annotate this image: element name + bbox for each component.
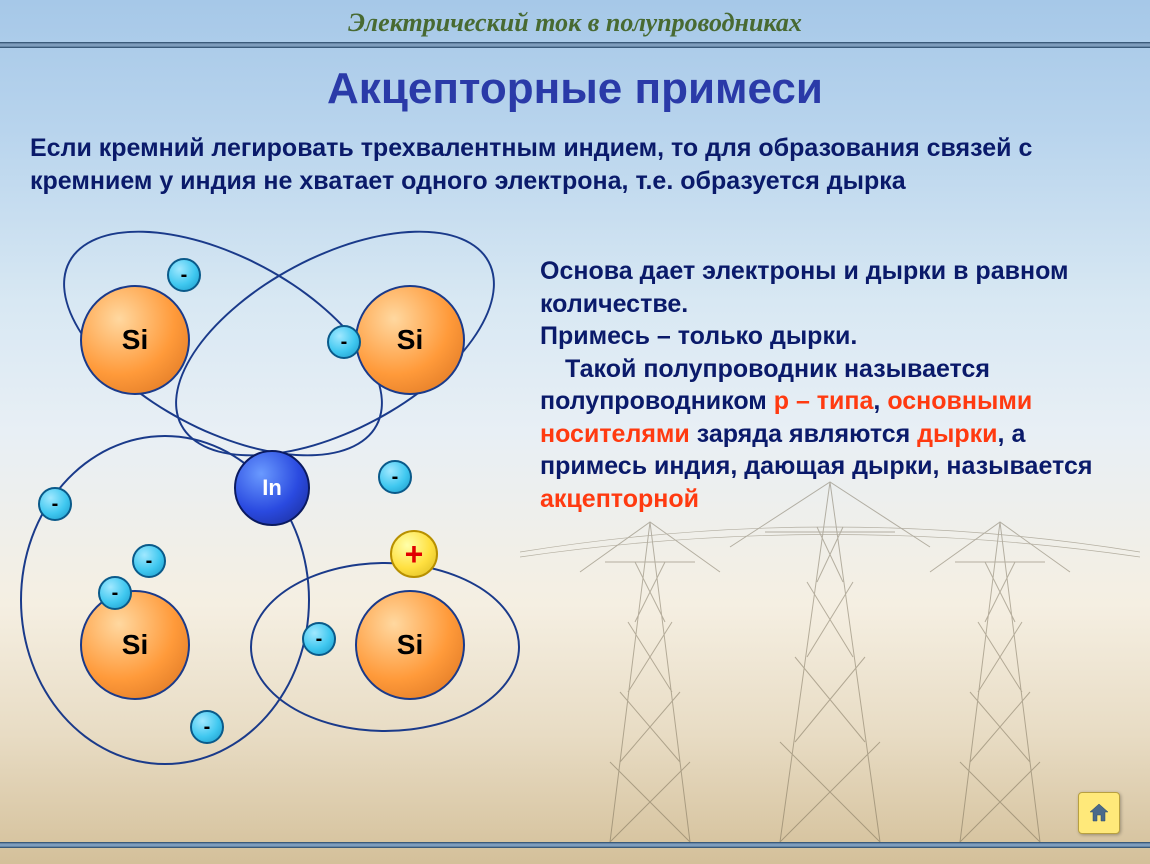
side-seg-e: заряда являются [690, 420, 917, 448]
hole: + [390, 530, 438, 578]
electron: - [132, 544, 166, 578]
home-button[interactable] [1078, 792, 1120, 834]
electron: - [167, 258, 201, 292]
si-atom: Si [355, 590, 465, 700]
electron: - [98, 576, 132, 610]
side-seg-h: акцепторной [540, 485, 699, 513]
si-atom: Si [80, 590, 190, 700]
electron: - [302, 622, 336, 656]
home-icon [1087, 801, 1111, 825]
side-seg-b: p – типа [774, 387, 874, 415]
side-paragraph: Основа дает электроны и дырки в равном к… [540, 255, 1115, 515]
side-line1: Основа дает электроны и дырки в равном к… [540, 257, 1069, 318]
page-title: Акцепторные примеси [0, 64, 1150, 114]
background-towers [520, 462, 1140, 842]
in-atom: In [234, 450, 310, 526]
divider-bottom [0, 842, 1150, 848]
atom-diagram: SiSiSiSiIn--------+ [20, 260, 540, 760]
side-seg-f: дырки [917, 420, 997, 448]
electron: - [190, 710, 224, 744]
side-seg-c: , [873, 387, 887, 415]
si-atom: Si [355, 285, 465, 395]
electron: - [327, 325, 361, 359]
divider-top [0, 42, 1150, 48]
side-line2: Примесь – только дырки. [540, 322, 857, 350]
electron: - [378, 460, 412, 494]
intro-paragraph: Если кремний легировать трехвалентным ин… [30, 132, 1120, 197]
electron: - [38, 487, 72, 521]
si-atom: Si [80, 285, 190, 395]
slide-page: Электрический ток в полупроводниках Акце… [0, 0, 1150, 864]
header-subtitle: Электрический ток в полупроводниках [0, 8, 1150, 38]
